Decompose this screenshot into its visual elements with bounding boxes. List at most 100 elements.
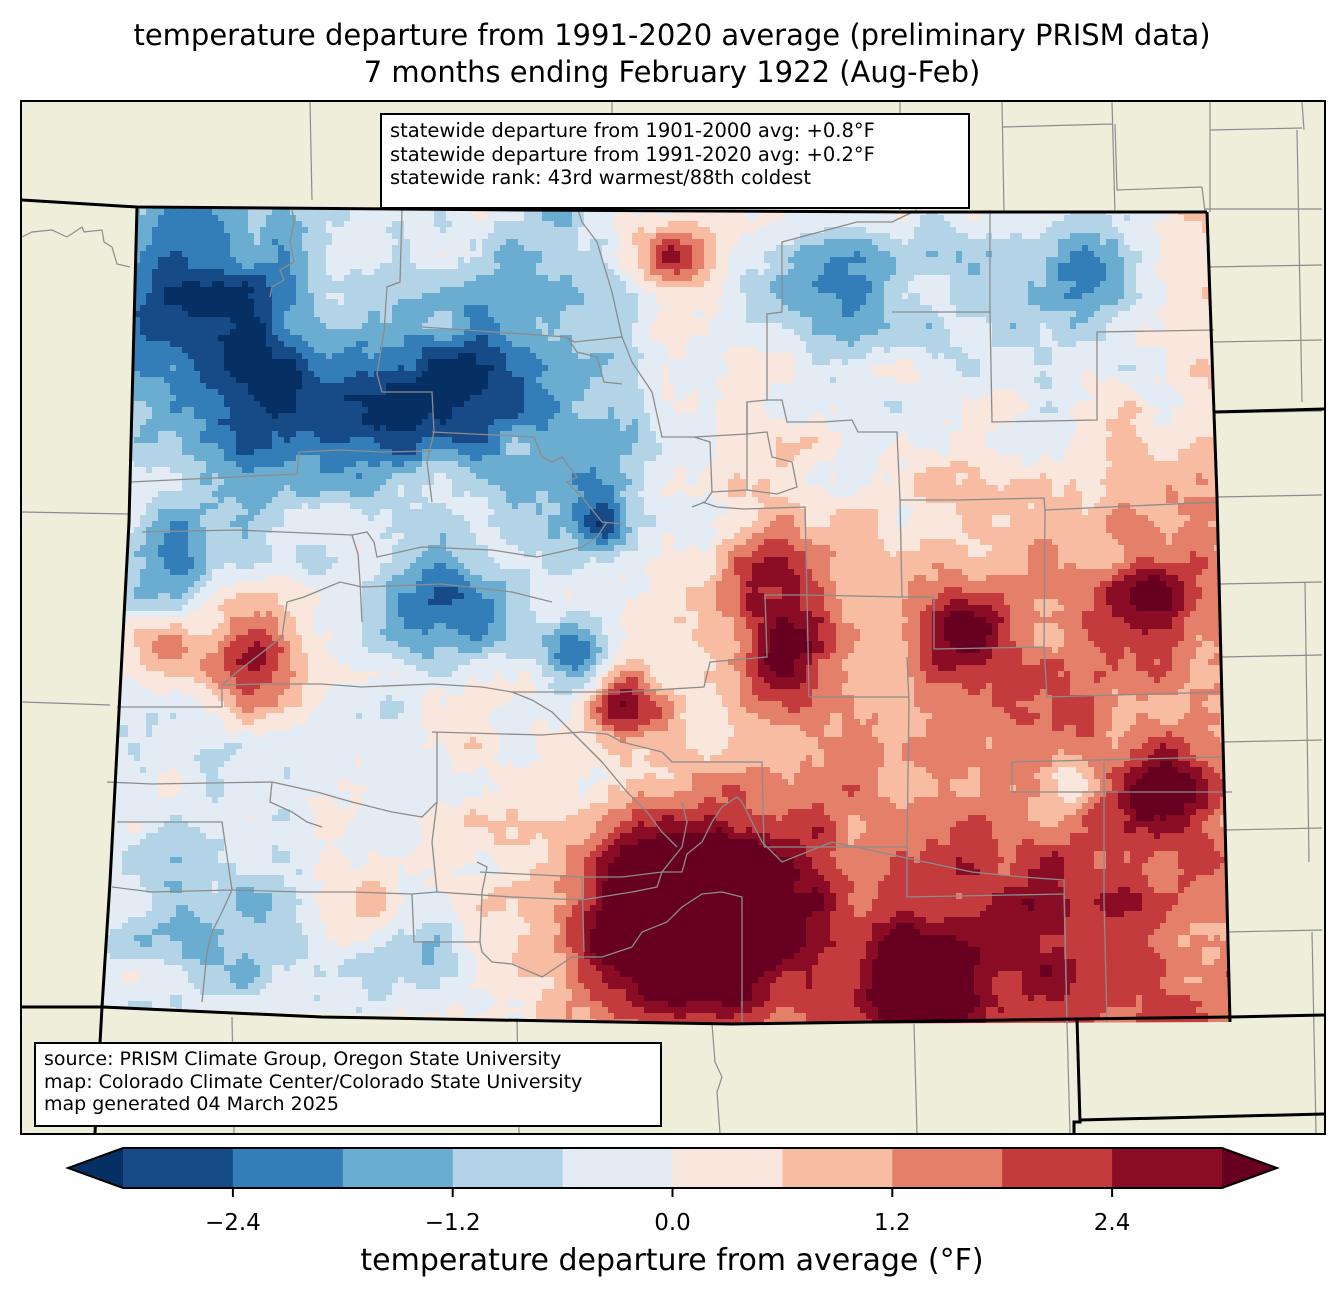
contour-cell bbox=[728, 479, 747, 486]
contour-cell bbox=[554, 905, 573, 912]
contour-cell bbox=[716, 239, 741, 246]
contour-cell bbox=[458, 557, 495, 564]
contour-cell bbox=[854, 911, 867, 918]
contour-cell bbox=[320, 701, 381, 708]
contour-cell bbox=[1004, 599, 1035, 606]
contour-cell bbox=[950, 611, 975, 618]
contour-cell bbox=[260, 971, 273, 978]
contour-cell bbox=[1088, 797, 1101, 804]
contour-cell bbox=[542, 215, 573, 222]
contour-cell bbox=[1220, 797, 1230, 804]
contour-cell bbox=[740, 647, 753, 654]
contour-cell bbox=[584, 533, 603, 540]
contour-cell bbox=[434, 935, 441, 942]
contour-cell bbox=[566, 899, 579, 906]
contour-cell bbox=[102, 755, 111, 762]
colorbar-tick-label: −1.2 bbox=[425, 1210, 481, 1236]
contour-cell bbox=[878, 881, 1029, 888]
contour-cell bbox=[746, 215, 759, 222]
contour-cell bbox=[326, 251, 393, 258]
contour-cell bbox=[434, 593, 465, 600]
contour-cell bbox=[1220, 863, 1230, 870]
contour-cell bbox=[608, 665, 615, 672]
contour-cell bbox=[608, 647, 621, 654]
contour-cell bbox=[128, 215, 159, 222]
contour-cell bbox=[356, 815, 417, 822]
contour-cell bbox=[1100, 239, 1107, 246]
contour-cell bbox=[740, 611, 753, 618]
contour-cell bbox=[146, 293, 165, 300]
contour-cell bbox=[428, 809, 471, 816]
contour-cell bbox=[1226, 527, 1230, 534]
contour-cell bbox=[488, 521, 549, 528]
contour-cell bbox=[548, 365, 603, 372]
contour-cell bbox=[1184, 887, 1230, 894]
contour-cell bbox=[284, 323, 327, 330]
contour-cell bbox=[1232, 719, 1239, 726]
contour-cell bbox=[536, 611, 567, 618]
contour-cell bbox=[1190, 935, 1209, 942]
contour-cell bbox=[152, 281, 183, 288]
contour-cell bbox=[914, 797, 1029, 804]
contour-cell bbox=[1070, 905, 1101, 912]
contour-cell bbox=[980, 995, 999, 1002]
contour-cell bbox=[1208, 725, 1230, 732]
contour-cell bbox=[1148, 881, 1179, 888]
contour-cell bbox=[128, 359, 195, 366]
contour-cell bbox=[398, 1007, 405, 1014]
contour-cell bbox=[986, 317, 1071, 324]
contour-cell bbox=[332, 683, 465, 690]
contour-cell bbox=[422, 551, 453, 558]
contour-cell bbox=[1058, 623, 1083, 630]
contour-cell bbox=[812, 983, 861, 990]
contour-cell bbox=[422, 923, 453, 930]
contour-cell bbox=[902, 401, 963, 408]
contour-cell bbox=[848, 899, 873, 906]
contour-cell bbox=[182, 305, 255, 312]
contour-cell bbox=[1058, 275, 1107, 282]
contour-cell bbox=[272, 905, 297, 912]
contour-cell bbox=[674, 713, 681, 720]
contour-cell bbox=[992, 737, 1113, 744]
contour-cell bbox=[1106, 239, 1119, 246]
contour-cell bbox=[896, 257, 957, 264]
contour-cell bbox=[512, 425, 537, 432]
contour-cell bbox=[1160, 251, 1230, 258]
contour-cell bbox=[1112, 707, 1191, 714]
contour-cell bbox=[608, 983, 639, 990]
contour-cell bbox=[332, 275, 345, 282]
contour-cell bbox=[944, 1025, 981, 1032]
contour-cell bbox=[836, 587, 909, 594]
contour-cell bbox=[692, 251, 705, 258]
contour-cell bbox=[1220, 563, 1230, 570]
contour-cell bbox=[488, 653, 507, 660]
contour-cell bbox=[572, 473, 597, 480]
contour-cell bbox=[734, 623, 747, 630]
contour-cell bbox=[812, 863, 837, 870]
contour-cell bbox=[1106, 527, 1161, 534]
contour-cell bbox=[770, 281, 813, 288]
contour-cell bbox=[836, 641, 855, 648]
contour-cell bbox=[1136, 665, 1173, 672]
contour-cell bbox=[248, 953, 309, 960]
contour-cell bbox=[752, 629, 759, 636]
contour-cell bbox=[842, 305, 861, 312]
contour-cell bbox=[926, 323, 933, 330]
contour-cell bbox=[602, 959, 783, 966]
contour-cell bbox=[932, 611, 951, 618]
contour-cell bbox=[398, 485, 405, 492]
contour-cell bbox=[1064, 215, 1113, 222]
contour-cell bbox=[1160, 983, 1230, 990]
contour-cell bbox=[332, 221, 345, 228]
contour-cell bbox=[806, 473, 831, 480]
contour-cell bbox=[578, 521, 585, 528]
contour-cell bbox=[536, 317, 543, 324]
contour-cell bbox=[278, 653, 291, 660]
contour-cell bbox=[102, 341, 117, 348]
contour-cell bbox=[224, 839, 327, 846]
contour-cell bbox=[806, 341, 849, 348]
contour-cell bbox=[1142, 893, 1179, 900]
contour-cell bbox=[1172, 533, 1221, 540]
contour-cell bbox=[830, 491, 855, 498]
contour-cell bbox=[716, 257, 729, 264]
